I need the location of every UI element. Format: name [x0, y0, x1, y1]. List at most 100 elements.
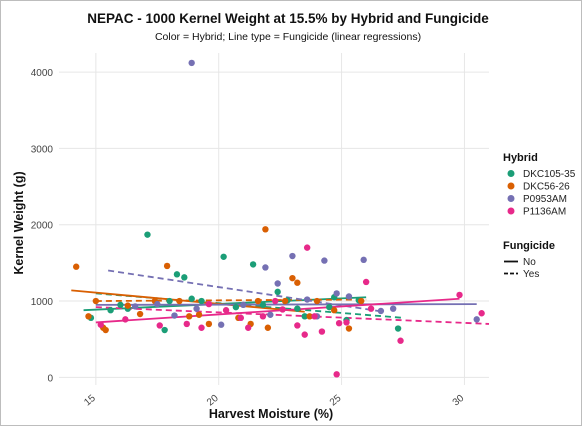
data-point-dkc105-35: [259, 301, 267, 309]
data-point-dkc105-35: [274, 288, 281, 296]
grid-lines: [59, 53, 489, 385]
data-point-p0953am: [274, 280, 281, 287]
data-point-p1136am: [237, 314, 245, 322]
data-point-p0953am: [262, 264, 269, 271]
legend-color-title: Hybrid: [503, 152, 538, 164]
data-point-p1136am: [456, 291, 463, 299]
legend-item-label: P1136AM: [523, 207, 566, 218]
data-point-dkc105-35: [326, 303, 333, 311]
fit-line-p1136am-yes: [95, 306, 490, 325]
legend-swatch: [507, 182, 515, 190]
data-point-p1136am: [333, 371, 340, 378]
y-tick-label: 3000: [31, 144, 54, 155]
legend-swatch: [507, 170, 515, 177]
data-point-p0953am: [333, 290, 340, 297]
data-point-dkc105-35: [144, 231, 151, 238]
data-point-p1136am: [362, 278, 370, 286]
x-tick-label: 30: [451, 393, 467, 409]
data-point-p1136am: [156, 322, 163, 329]
data-point-p1136am: [367, 305, 375, 312]
data-point-p0953am: [171, 312, 178, 319]
data-point-dkc56-26: [262, 226, 269, 233]
data-point-dkc56-26: [306, 313, 313, 320]
chart-subtitle: Color = Hybrid; Line type = Fungicide (l…: [155, 31, 421, 43]
data-point-dkc105-35: [301, 313, 308, 320]
x-axis-label: Harvest Moisture (%): [209, 407, 333, 421]
y-tick-label: 1000: [31, 297, 54, 308]
legend-item-label: P0953AM: [523, 194, 567, 205]
data-point-p0953am: [473, 316, 480, 323]
data-point-p0953am: [389, 305, 397, 312]
data-point-p1136am: [311, 313, 318, 320]
data-point-dkc56-26: [254, 297, 262, 305]
data-point-dkc105-35: [166, 297, 173, 305]
data-point-dkc56-26: [294, 279, 301, 286]
data-point-p0953am: [360, 256, 367, 264]
regression-lines: [71, 269, 490, 325]
data-point-p0953am: [188, 59, 195, 67]
data-point-dkc105-35: [173, 271, 181, 278]
data-point-p0953am: [240, 301, 247, 309]
data-point-p1136am: [245, 324, 252, 331]
data-point-p0953am: [377, 307, 385, 315]
data-point-dkc56-26: [176, 297, 183, 305]
data-point-dkc105-35: [188, 295, 195, 302]
data-point-p1136am: [303, 244, 311, 251]
data-point-p0953am: [345, 293, 353, 300]
data-point-p1136am: [122, 316, 129, 323]
data-point-dkc56-26: [313, 297, 321, 305]
data-point-p1136am: [222, 307, 230, 314]
data-point-p0953am: [217, 321, 225, 328]
legend-item-label: DKC56-26: [523, 182, 570, 193]
data-point-dkc56-26: [195, 311, 203, 318]
data-point-p1136am: [343, 319, 350, 326]
y-axis-label: Kernel Weight (g): [12, 171, 26, 274]
data-point-dkc56-26: [124, 302, 131, 309]
data-point-dkc56-26: [289, 274, 296, 282]
data-point-dkc56-26: [281, 297, 289, 305]
data-point-p1136am: [183, 320, 190, 328]
legend-linetype-title: Fungicide: [503, 240, 555, 252]
data-point-p1136am: [198, 324, 205, 331]
y-tick-label: 2000: [31, 221, 54, 232]
data-point-p0953am: [193, 305, 200, 312]
data-point-p0953am: [154, 300, 161, 308]
x-tick-label: 15: [82, 393, 98, 409]
data-point-p0953am: [321, 257, 328, 264]
y-tick-label: 0: [47, 373, 53, 384]
y-axis-ticks: 0 1000 2000 3000 4000: [31, 68, 54, 384]
data-point-p1136am: [294, 322, 301, 329]
fit-line-p0953am-no: [95, 303, 477, 306]
data-point-p1136am: [335, 319, 343, 327]
data-point-dkc105-35: [394, 325, 402, 332]
data-point-dkc56-26: [73, 263, 80, 270]
data-point-dkc105-35: [294, 305, 301, 312]
data-point-dkc105-35: [181, 274, 188, 281]
chart-title: NEPAC - 1000 Kernel Weight at 15.5% by H…: [87, 11, 489, 26]
data-point-dkc105-35: [117, 301, 124, 309]
legend-swatch: [507, 207, 515, 215]
data-point-dkc56-26: [205, 320, 213, 328]
legend-linetype-label: No: [523, 257, 536, 268]
data-point-p1136am: [301, 331, 308, 338]
fit-line-p0953am-yes: [108, 269, 379, 312]
data-point-dkc105-35: [220, 253, 227, 260]
data-point-dkc56-26: [92, 297, 100, 305]
data-point-p1136am: [318, 328, 326, 335]
y-tick-label: 4000: [31, 68, 54, 79]
fit-line-p1136am-no: [95, 297, 460, 324]
data-point-dkc56-26: [136, 310, 144, 318]
data-point-p1136am: [259, 313, 267, 320]
data-point-p0953am: [267, 311, 274, 318]
data-point-p1136am: [279, 306, 286, 313]
data-point-dkc56-26: [358, 297, 365, 305]
data-point-dkc105-35: [232, 303, 240, 311]
data-point-dkc105-35: [161, 326, 168, 334]
legend-linetype-label: Yes: [523, 269, 539, 280]
scatter-points: [73, 59, 485, 378]
data-point-dkc56-26: [331, 307, 338, 314]
